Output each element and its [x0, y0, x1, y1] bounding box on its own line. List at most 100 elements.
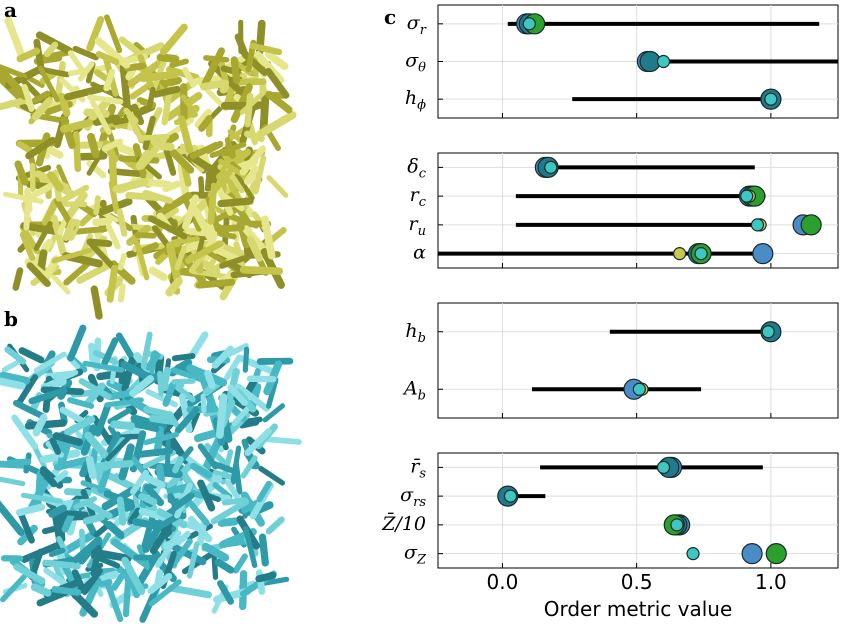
strut — [105, 224, 121, 250]
strut — [240, 455, 258, 479]
strut — [93, 523, 109, 538]
strut — [239, 265, 284, 275]
strut — [198, 115, 213, 132]
panel-marks — [438, 456, 838, 565]
strut — [104, 14, 123, 54]
strut — [211, 345, 234, 369]
strut — [180, 94, 195, 113]
strut — [11, 414, 38, 450]
category-label: r̄s — [410, 455, 426, 481]
strut — [234, 172, 255, 201]
strut — [57, 218, 68, 236]
strut — [128, 507, 142, 525]
strut — [143, 431, 179, 446]
render-b — [0, 324, 302, 623]
strut — [129, 82, 152, 100]
strut — [94, 69, 111, 83]
strut — [84, 431, 109, 459]
strut — [165, 276, 183, 297]
strut — [244, 92, 254, 128]
strut — [48, 547, 66, 558]
strut — [217, 580, 234, 605]
strut — [109, 420, 135, 430]
strut — [214, 558, 235, 574]
strut — [72, 45, 99, 61]
x-axis-label: Order metric value — [544, 597, 733, 621]
strut — [52, 432, 84, 446]
strut — [256, 480, 272, 503]
point — [741, 543, 763, 565]
strut — [241, 499, 261, 514]
strut — [88, 342, 97, 363]
strut — [261, 215, 276, 260]
strut — [12, 267, 24, 291]
strut — [171, 378, 196, 385]
strut — [171, 543, 207, 566]
strut — [149, 522, 173, 555]
strut — [197, 521, 208, 546]
strut — [130, 469, 149, 495]
subscript: θ — [418, 60, 426, 75]
point — [670, 518, 684, 532]
strut — [134, 232, 157, 239]
strut — [111, 573, 125, 591]
strut — [116, 208, 128, 237]
strut — [172, 456, 184, 474]
strut — [41, 369, 79, 390]
strut — [50, 214, 67, 257]
strut — [134, 240, 150, 281]
strut — [103, 68, 116, 92]
strut — [6, 458, 32, 466]
point — [750, 218, 765, 232]
strut — [94, 403, 111, 437]
strut — [265, 90, 293, 114]
strut — [163, 117, 195, 140]
strut — [194, 108, 213, 128]
strut — [264, 67, 290, 99]
subscript: s — [419, 466, 426, 481]
panel-marks — [438, 156, 838, 265]
point — [800, 214, 822, 236]
strut — [133, 554, 156, 561]
strut — [148, 266, 168, 282]
strut — [212, 482, 233, 500]
strut — [31, 90, 51, 104]
strut — [20, 222, 64, 236]
strut — [33, 221, 53, 251]
strut — [171, 492, 195, 511]
strut — [216, 242, 247, 258]
strut — [201, 47, 226, 87]
category-label: hϕ — [405, 87, 426, 113]
strut — [70, 589, 99, 618]
strut — [95, 51, 120, 66]
strut — [235, 383, 270, 412]
strut — [43, 41, 59, 58]
subscript: Z — [416, 552, 427, 567]
strut — [0, 74, 26, 103]
strut — [169, 58, 189, 68]
strut — [81, 568, 103, 595]
strut — [221, 497, 249, 506]
subscript: b — [418, 330, 426, 345]
strut — [139, 70, 179, 83]
strut — [0, 573, 27, 603]
category-label: Z̄/10 — [381, 511, 426, 534]
subscript: r — [420, 22, 427, 37]
strut — [265, 516, 285, 535]
strut — [142, 115, 156, 151]
strut — [123, 62, 147, 72]
strut — [51, 247, 93, 264]
point — [522, 17, 536, 31]
strut — [224, 354, 243, 381]
strut — [252, 155, 267, 195]
strut — [107, 407, 132, 425]
subscript: u — [418, 223, 426, 238]
strut — [239, 145, 267, 176]
point — [740, 189, 754, 203]
strut — [266, 175, 289, 198]
strut — [73, 496, 98, 510]
strut — [215, 393, 228, 439]
strut — [16, 374, 39, 405]
symbol: σ — [400, 484, 414, 506]
strut — [137, 133, 170, 141]
